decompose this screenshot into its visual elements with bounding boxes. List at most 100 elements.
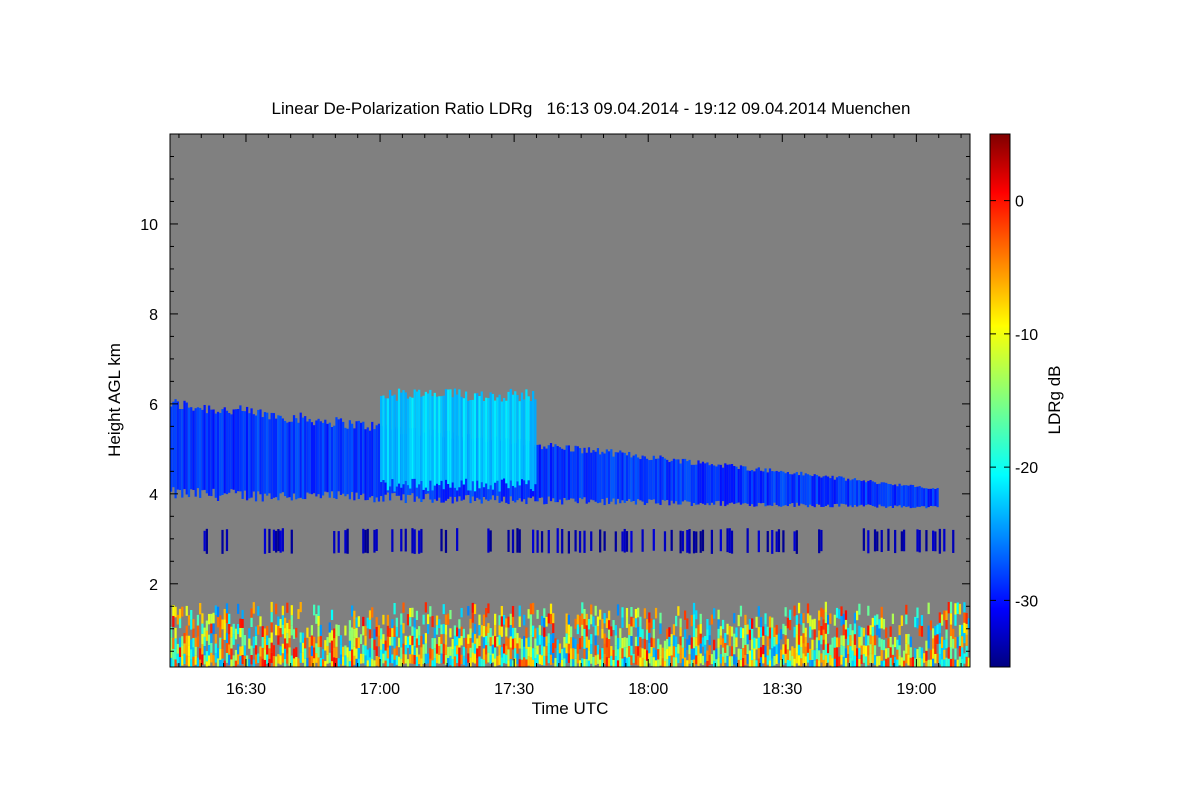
heatmap-cell	[596, 448, 600, 504]
heatmap-cell	[813, 650, 816, 661]
heatmap-cell	[916, 617, 919, 629]
heatmap-cell	[489, 637, 492, 647]
heatmap-cell	[424, 391, 427, 488]
heatmap-cell	[757, 467, 760, 503]
heatmap-cell	[263, 659, 267, 667]
heatmap-cell	[279, 415, 282, 494]
heatmap-cell	[315, 420, 318, 497]
heatmap-cell	[867, 530, 870, 554]
heatmap-cell	[310, 645, 314, 657]
heatmap-cell	[601, 628, 604, 639]
heatmap-cell	[469, 628, 472, 639]
heatmap-cell	[237, 408, 240, 492]
heatmap-cell	[393, 625, 396, 638]
heatmap-cell	[216, 617, 220, 628]
colorbar-gradient	[989, 133, 1011, 668]
heatmap-cell	[885, 627, 888, 638]
heatmap-cell	[388, 645, 392, 655]
heatmap-cell	[351, 423, 354, 493]
heatmap-cell	[239, 618, 242, 628]
heatmap-cell	[178, 408, 182, 491]
heatmap-cell	[203, 655, 206, 665]
heatmap-cell	[538, 634, 541, 645]
heatmap-cell	[710, 464, 714, 503]
heatmap-cell	[833, 658, 836, 667]
heatmap-cell	[822, 649, 825, 660]
heatmap-cell	[605, 637, 608, 648]
heatmap-cell	[438, 619, 441, 629]
heatmap-cell	[368, 629, 372, 639]
heatmap-cell	[192, 628, 195, 638]
heatmap-cell	[543, 617, 546, 628]
heatmap-cell	[672, 458, 676, 504]
heatmap-cell	[261, 417, 264, 502]
heatmap-cell	[719, 635, 722, 645]
heatmap-cell	[281, 615, 284, 625]
colorbar-tick-label: -30	[1015, 593, 1038, 610]
heatmap-cell	[297, 609, 300, 619]
heatmap-cell	[675, 459, 678, 502]
heatmap-cell	[447, 657, 450, 667]
heatmap-cell	[567, 445, 570, 500]
heatmap-cell	[806, 474, 810, 508]
heatmap-cell	[654, 458, 658, 504]
heatmap-cell	[478, 645, 481, 657]
heatmap-cell	[277, 415, 280, 501]
heatmap-cell	[853, 612, 857, 624]
heatmap-cell	[520, 659, 524, 667]
heatmap-cell	[377, 625, 381, 636]
heatmap-cell	[590, 634, 593, 644]
heatmap-cell	[757, 637, 760, 649]
heatmap-cell	[686, 461, 689, 502]
heatmap-cell	[925, 650, 928, 661]
heatmap-cell	[833, 636, 836, 648]
heatmap-cell	[637, 607, 640, 618]
heatmap-cell	[176, 653, 179, 664]
heatmap-cell	[272, 645, 276, 657]
heatmap-cell	[864, 645, 868, 657]
heatmap-cell	[692, 636, 696, 649]
heatmap-cell	[496, 397, 499, 481]
heatmap-cell	[578, 531, 582, 553]
heatmap-cell	[424, 643, 427, 654]
heatmap-cell	[771, 471, 774, 506]
heatmap-cell	[288, 628, 291, 639]
heatmap-cell	[216, 648, 220, 659]
heatmap-cell	[847, 645, 850, 654]
heatmap-cell	[250, 608, 253, 618]
heatmap-cell	[634, 636, 638, 647]
heatmap-cell	[458, 389, 461, 488]
heatmap-cell	[585, 647, 588, 660]
heatmap-cell	[824, 475, 827, 507]
heatmap-cell	[411, 654, 414, 664]
heatmap-cell	[949, 647, 953, 659]
heatmap-cell	[699, 623, 702, 634]
heatmap-cell	[266, 635, 269, 645]
heatmap-cell	[364, 529, 367, 553]
heatmap-cell	[891, 654, 895, 666]
heatmap-cell	[514, 658, 517, 667]
heatmap-cell	[639, 657, 642, 667]
heatmap-cell	[279, 530, 282, 553]
heatmap-cell	[554, 638, 557, 649]
heatmap-cell	[543, 646, 546, 656]
heatmap-cell	[838, 609, 841, 619]
heatmap-cell	[894, 529, 897, 554]
heatmap-cell	[601, 648, 604, 658]
heatmap-cell	[880, 649, 883, 661]
heatmap-cell	[835, 627, 839, 638]
heatmap-cell	[525, 648, 528, 660]
heatmap-cell	[663, 458, 667, 501]
heatmap-cell	[954, 637, 957, 649]
heatmap-cell	[666, 648, 669, 660]
heatmap-cell	[567, 634, 570, 644]
heatmap-cell	[194, 637, 197, 647]
heatmap-cell	[228, 634, 231, 645]
heatmap-cell	[511, 660, 515, 667]
heatmap-cell	[460, 396, 463, 481]
heatmap-cell	[753, 659, 756, 667]
heatmap-cell	[824, 633, 827, 645]
heatmap-cell	[860, 636, 863, 646]
heatmap-cell	[822, 609, 825, 620]
heatmap-cell	[949, 613, 953, 625]
